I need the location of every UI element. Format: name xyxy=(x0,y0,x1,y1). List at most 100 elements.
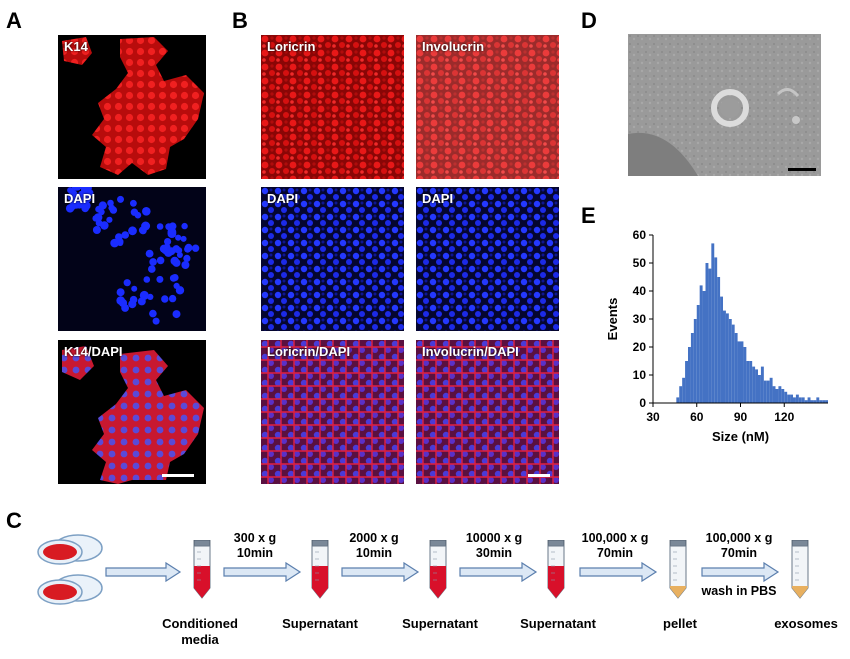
nucleus xyxy=(117,195,124,203)
step-5-label: 100,000 x g 70min xyxy=(694,531,784,561)
nucleus xyxy=(131,285,138,292)
nucleus xyxy=(143,276,151,283)
histogram-bar xyxy=(711,243,715,403)
histogram-bar xyxy=(725,313,729,403)
nucleus xyxy=(123,279,131,287)
histogram-bar xyxy=(682,377,686,403)
nucleus xyxy=(167,247,176,256)
centrifuge-tube xyxy=(547,540,565,599)
nucleus xyxy=(149,258,157,266)
histogram-bar xyxy=(731,324,735,403)
histogram-bar xyxy=(801,397,805,403)
micrograph-a-k14: K14 xyxy=(58,35,206,179)
histogram-bar xyxy=(685,361,688,403)
histogram-bar xyxy=(755,369,758,403)
nucleus xyxy=(180,235,187,242)
x-tick-label: 120 xyxy=(774,410,794,424)
tube-4-caption: Supernatant xyxy=(520,616,596,631)
nucleus xyxy=(171,274,179,282)
nucleus xyxy=(181,261,190,269)
histogram-bar xyxy=(813,400,817,403)
histogram-bar xyxy=(778,386,782,403)
nucleus xyxy=(147,293,154,300)
nucleus xyxy=(183,254,191,262)
nucleus xyxy=(168,294,177,303)
x-tick-label: 60 xyxy=(690,410,704,424)
step-3-force: 10000 x g xyxy=(465,531,523,545)
nucleus xyxy=(65,204,75,213)
step-5-force: 100,000 x g xyxy=(705,531,773,545)
histogram-bar xyxy=(758,375,761,403)
histogram-bar xyxy=(825,400,828,403)
scale-bar-b xyxy=(528,474,550,477)
x-axis-label: Size (nM) xyxy=(712,429,769,444)
flow-arrow xyxy=(341,561,420,583)
nucleus xyxy=(172,310,181,319)
histogram-bar xyxy=(749,361,753,403)
nucleus xyxy=(121,304,129,312)
nucleus xyxy=(110,238,119,248)
panel-letter-d: D xyxy=(581,8,597,33)
nucleus xyxy=(145,249,154,258)
flow-arrow xyxy=(701,561,780,583)
nucleus xyxy=(184,243,193,252)
histogram-chart: 0 10 20 30 40 50 60 30 60 90 120 Events Size (nM) xyxy=(605,228,828,444)
x-ticks: 30 60 90 120 xyxy=(646,403,795,424)
nucleus xyxy=(80,188,88,196)
histogram-bar xyxy=(688,347,691,403)
step-2-time: 10min xyxy=(355,546,393,560)
nucleus xyxy=(164,238,172,246)
scale-bar-a xyxy=(162,474,194,477)
tube-1-caption-line2: media xyxy=(181,632,219,647)
nucleus xyxy=(161,295,169,303)
histogram-bar xyxy=(696,305,700,403)
nucleus xyxy=(128,226,137,236)
histogram-bar xyxy=(702,291,706,403)
histogram-bar xyxy=(746,361,750,403)
histogram-bar xyxy=(790,394,793,403)
histogram-bar xyxy=(743,347,747,403)
nucleus xyxy=(181,222,188,230)
nucleus xyxy=(73,187,82,191)
y-ticks: 0 10 20 30 40 50 60 xyxy=(633,228,653,410)
centrifuge-tube xyxy=(311,540,329,599)
tube-1-caption-line1: Conditioned xyxy=(162,616,238,631)
histogram-bar xyxy=(699,285,703,403)
histogram-bar xyxy=(740,341,744,403)
panel-letter-e: E xyxy=(581,203,596,228)
nucleus xyxy=(106,216,113,223)
label-loricrin: Loricrin xyxy=(267,39,316,54)
nucleus xyxy=(156,275,164,283)
nucleus xyxy=(121,231,129,239)
nucleus xyxy=(156,223,164,230)
nucleus xyxy=(128,300,137,309)
step-5-note: wash in PBS xyxy=(701,584,777,598)
histogram-bar xyxy=(787,394,791,403)
workflow-graphics xyxy=(105,540,809,599)
histogram-bar xyxy=(717,277,721,403)
y-tick-label: 20 xyxy=(633,340,647,354)
histogram-bar xyxy=(693,319,697,403)
histogram-bar xyxy=(769,377,773,403)
nucleus xyxy=(98,201,107,210)
nucleus xyxy=(177,287,184,294)
nucleus xyxy=(152,317,160,325)
nucleus xyxy=(67,187,74,194)
nucleus xyxy=(93,213,103,222)
tube-3-caption: Supernatant xyxy=(402,616,478,631)
histogram-bar xyxy=(763,380,767,403)
histogram-bar xyxy=(781,389,785,403)
label-involucrin: Involucrin xyxy=(422,39,485,54)
step-3-time: 30min xyxy=(475,546,513,560)
y-tick-label: 30 xyxy=(633,312,647,326)
x-tick-label: 30 xyxy=(646,410,660,424)
histogram-bar xyxy=(728,319,732,403)
histogram-bar xyxy=(752,366,756,403)
panel-letter-a: A xyxy=(6,8,22,33)
histogram-bar xyxy=(775,389,779,403)
y-tick-label: 60 xyxy=(633,228,647,242)
nucleus xyxy=(170,256,179,266)
histogram-bar xyxy=(679,386,683,403)
nucleus xyxy=(156,256,165,265)
step-2-force: 2000 x g xyxy=(349,531,399,545)
